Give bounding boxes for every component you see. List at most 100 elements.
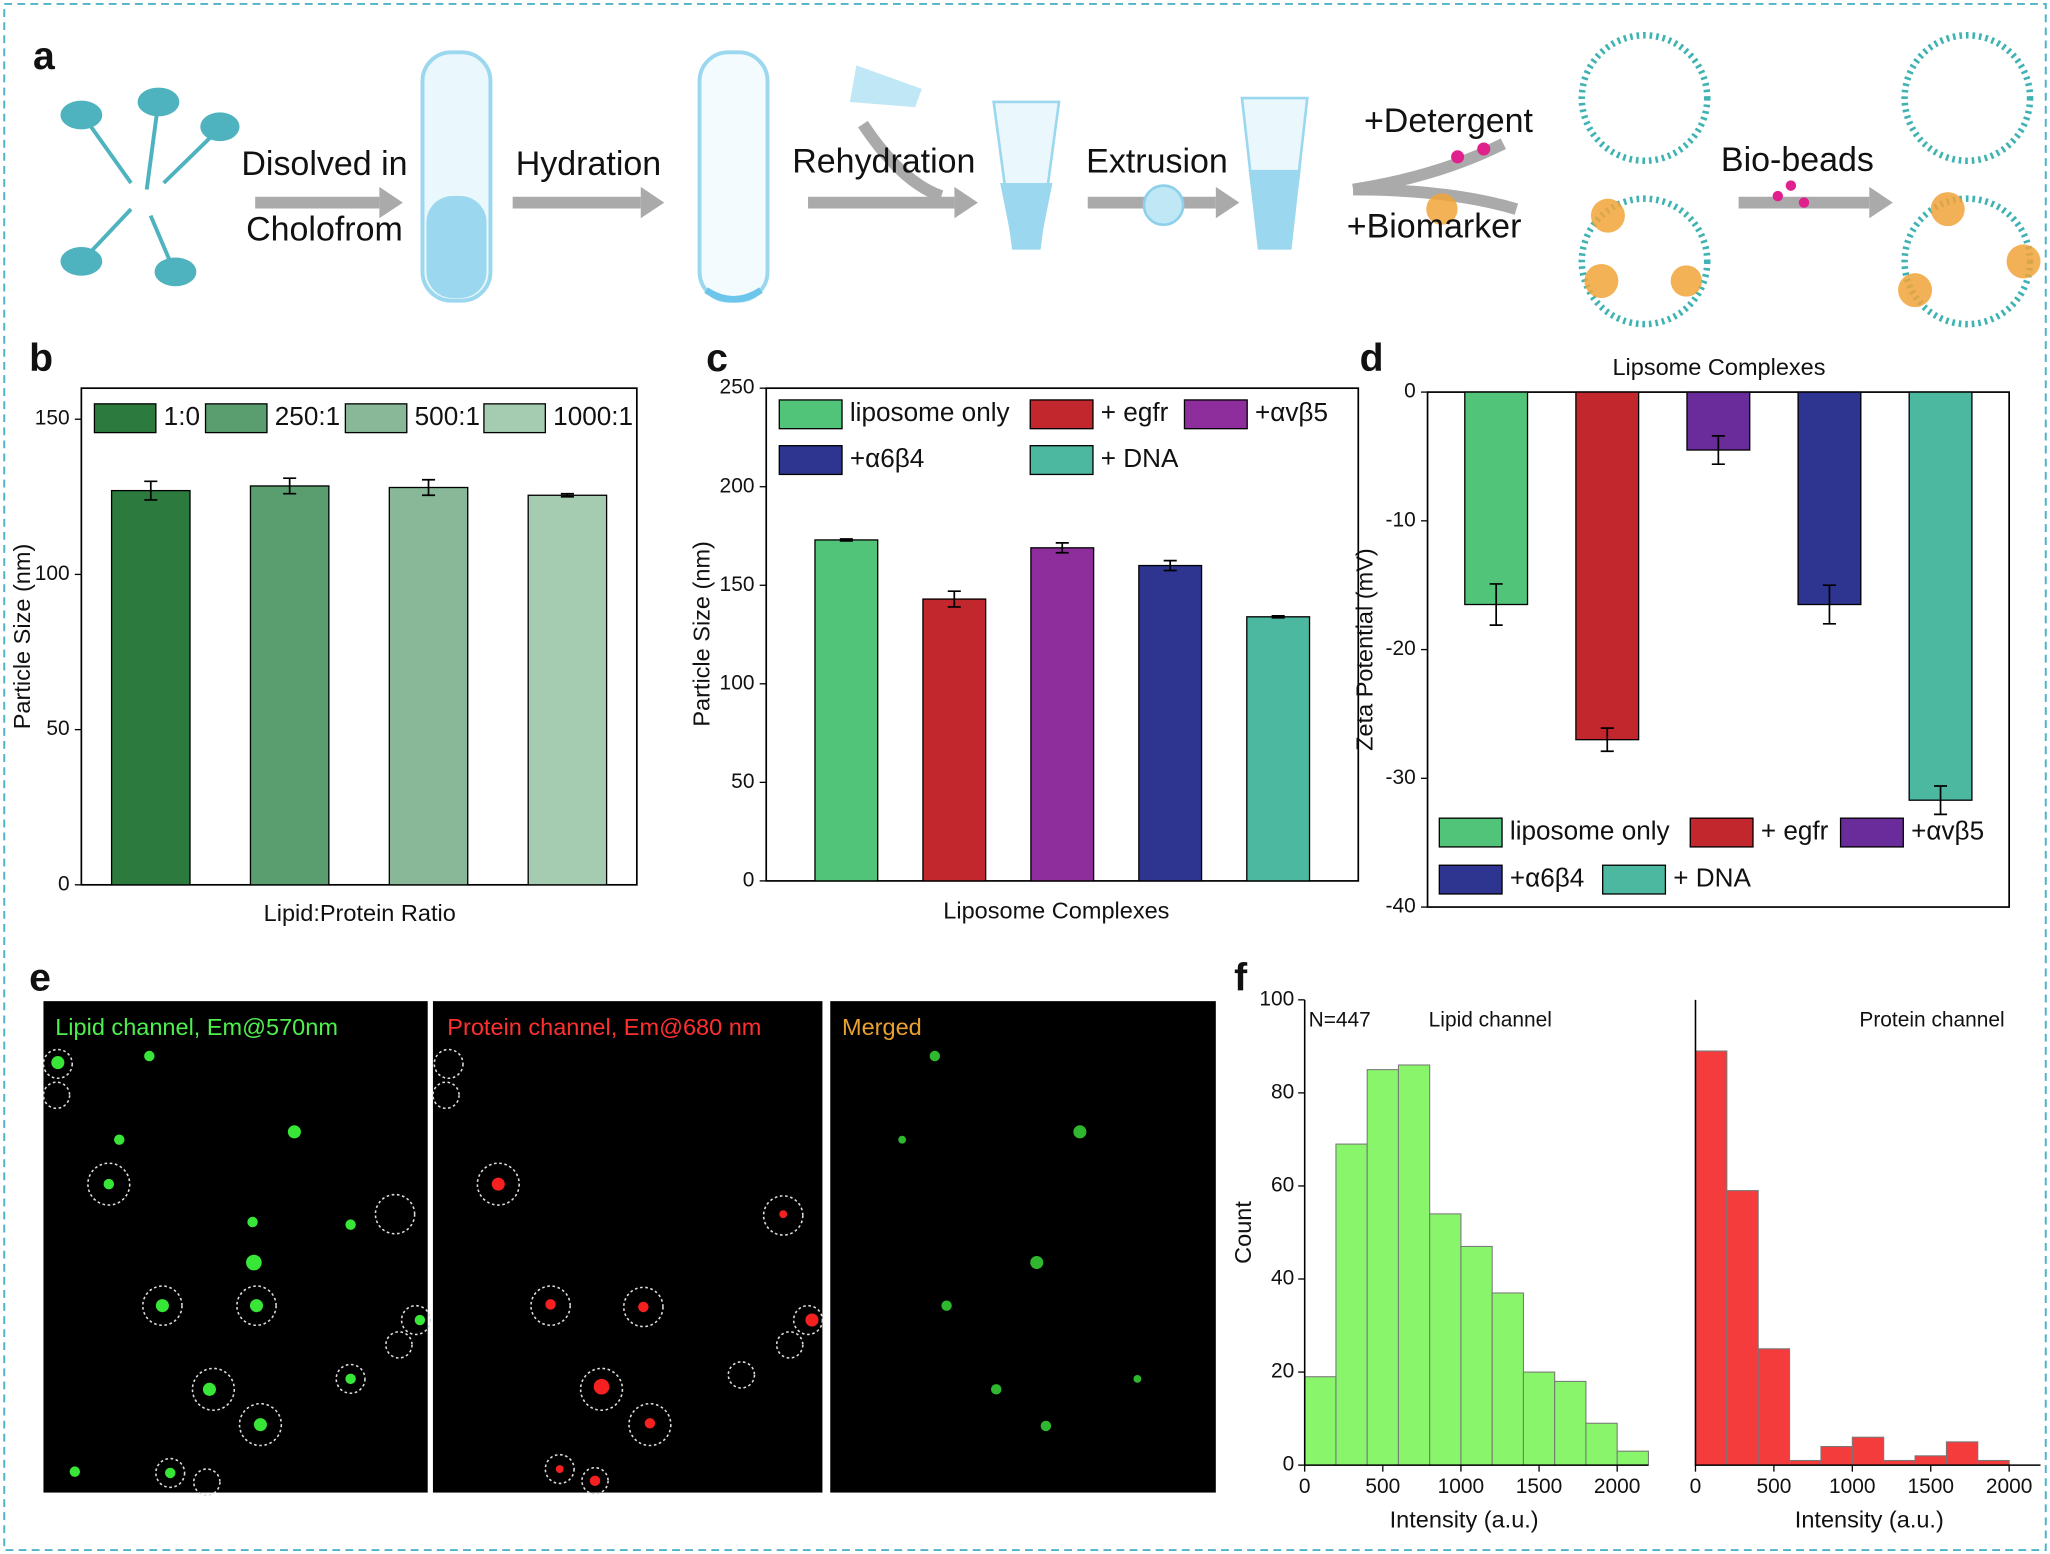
panel-label: a <box>33 35 56 78</box>
bar <box>388 486 469 886</box>
histogram-bar <box>1914 1455 1947 1466</box>
legend-label: + egfr <box>1101 397 1169 427</box>
x-axis-label: Intensity (a.u.) <box>1390 1507 1539 1533</box>
histogram-bar <box>1522 1371 1556 1466</box>
plot-frame <box>80 387 638 886</box>
x-tick-label: 500 <box>1756 1475 1791 1498</box>
legend-label: +αvβ5 <box>1255 397 1328 427</box>
y-tick-label: 150 <box>35 407 70 430</box>
schematic <box>60 32 2041 328</box>
error-bar <box>1600 727 1614 753</box>
y-tick-label: 0 <box>1404 380 1416 403</box>
step-label: Extrusion <box>1086 142 1228 180</box>
histogram-bar <box>1851 1436 1885 1466</box>
micrographs <box>42 1001 1216 1496</box>
channel-label: Merged <box>842 1014 922 1040</box>
legend-label: 250:1 <box>275 401 340 431</box>
histogram-bar <box>1726 1190 1759 1466</box>
error-bar <box>1711 435 1725 466</box>
panel-label: e <box>29 957 51 1000</box>
y-tick-label: 0 <box>743 868 755 891</box>
error-bar <box>839 538 853 542</box>
histogram-bar <box>1366 1069 1399 1466</box>
bar <box>1464 391 1529 606</box>
x-axis-label: Liposome Complexes <box>943 897 1169 923</box>
y-tick-label: 50 <box>46 717 69 740</box>
histogram-bar <box>1616 1450 1649 1466</box>
y-tick-label: 200 <box>720 474 755 497</box>
histogram-bar <box>1585 1422 1618 1466</box>
x-tick-label: 1000 <box>1438 1475 1485 1498</box>
bar <box>1138 564 1203 882</box>
error-bar <box>1934 785 1948 816</box>
y-axis-label: Count <box>1230 1201 1256 1264</box>
annotation: N=447 <box>1309 1008 1371 1031</box>
legend-swatch <box>204 403 268 434</box>
legend-swatch <box>1183 399 1248 430</box>
y-tick-label: 0 <box>1283 1453 1295 1476</box>
figure-border <box>3 2 2047 1552</box>
legend-label: 1000:1 <box>553 401 633 431</box>
y-tick-label: 250 <box>720 376 755 399</box>
legend-label: +α6β4 <box>1510 863 1584 893</box>
legend-swatch <box>1602 864 1667 895</box>
error-bar <box>1163 559 1177 572</box>
panel-label: d <box>1360 337 1384 380</box>
channel-label: Lipid channel, Em@570nm <box>55 1014 338 1040</box>
error-bar <box>283 477 297 495</box>
legend-swatch <box>778 445 843 476</box>
bar <box>1908 391 1973 801</box>
y-tick-label: 60 <box>1271 1173 1294 1196</box>
error-bar <box>560 492 574 498</box>
y-tick-label: 20 <box>1271 1360 1294 1383</box>
error-bar <box>144 480 158 501</box>
legend-swatch <box>1029 445 1094 476</box>
legend-label: + egfr <box>1761 815 1829 845</box>
histogram-bar <box>1820 1445 1853 1466</box>
y-tick-label: -30 <box>1386 766 1416 789</box>
bar <box>527 494 608 886</box>
bar <box>1030 547 1095 882</box>
x-tick-label: 2000 <box>1594 1475 1641 1498</box>
legend-swatch <box>778 399 843 430</box>
y-axis-label: Particle Size (nm) <box>9 544 35 730</box>
bar <box>1575 391 1640 741</box>
y-tick-label: -20 <box>1386 637 1416 660</box>
step-label: Disolved in <box>241 145 407 183</box>
step-label: Hydration <box>516 145 661 183</box>
y-tick-label: 80 <box>1271 1080 1294 1103</box>
histogram-bar <box>1397 1064 1431 1466</box>
legend-label: + DNA <box>1101 443 1179 473</box>
x-tick-label: 0 <box>1299 1475 1311 1498</box>
x-tick-label: 0 <box>1690 1475 1702 1498</box>
legend-swatch <box>93 403 157 434</box>
chart-title: Protein channel <box>1859 1008 2004 1031</box>
legend-swatch <box>1438 817 1503 848</box>
y-tick-label: 100 <box>35 562 70 585</box>
y-tick-label: 50 <box>731 770 754 793</box>
y-tick-label: 100 <box>1259 987 1294 1010</box>
histogram-bar <box>1757 1348 1791 1466</box>
histogram-bar <box>1945 1441 1979 1466</box>
error-bar <box>421 478 436 497</box>
legend-swatch <box>1839 817 1904 848</box>
bar <box>249 485 330 886</box>
legend-swatch <box>483 403 546 434</box>
bar <box>922 598 987 882</box>
bar <box>110 489 191 886</box>
channel-label: Protein channel, Em@680 nm <box>447 1014 761 1040</box>
histogram-bar <box>1335 1143 1368 1466</box>
x-tick-label: 1500 <box>1516 1475 1563 1498</box>
y-tick-label: 0 <box>58 872 70 895</box>
legend-label: liposome only <box>1510 815 1671 845</box>
step-label: Bio-beads <box>1721 141 1874 179</box>
legend-label: + DNA <box>1673 863 1751 893</box>
histogram-bar <box>1694 1050 1728 1466</box>
legend-label: +α6β4 <box>850 443 924 473</box>
step-label: +Biomarker <box>1347 208 1522 246</box>
y-tick-label: 100 <box>720 671 755 694</box>
step-label: +Detergent <box>1364 102 1534 140</box>
x-axis-label: Lipid:Protein Ratio <box>264 900 456 926</box>
